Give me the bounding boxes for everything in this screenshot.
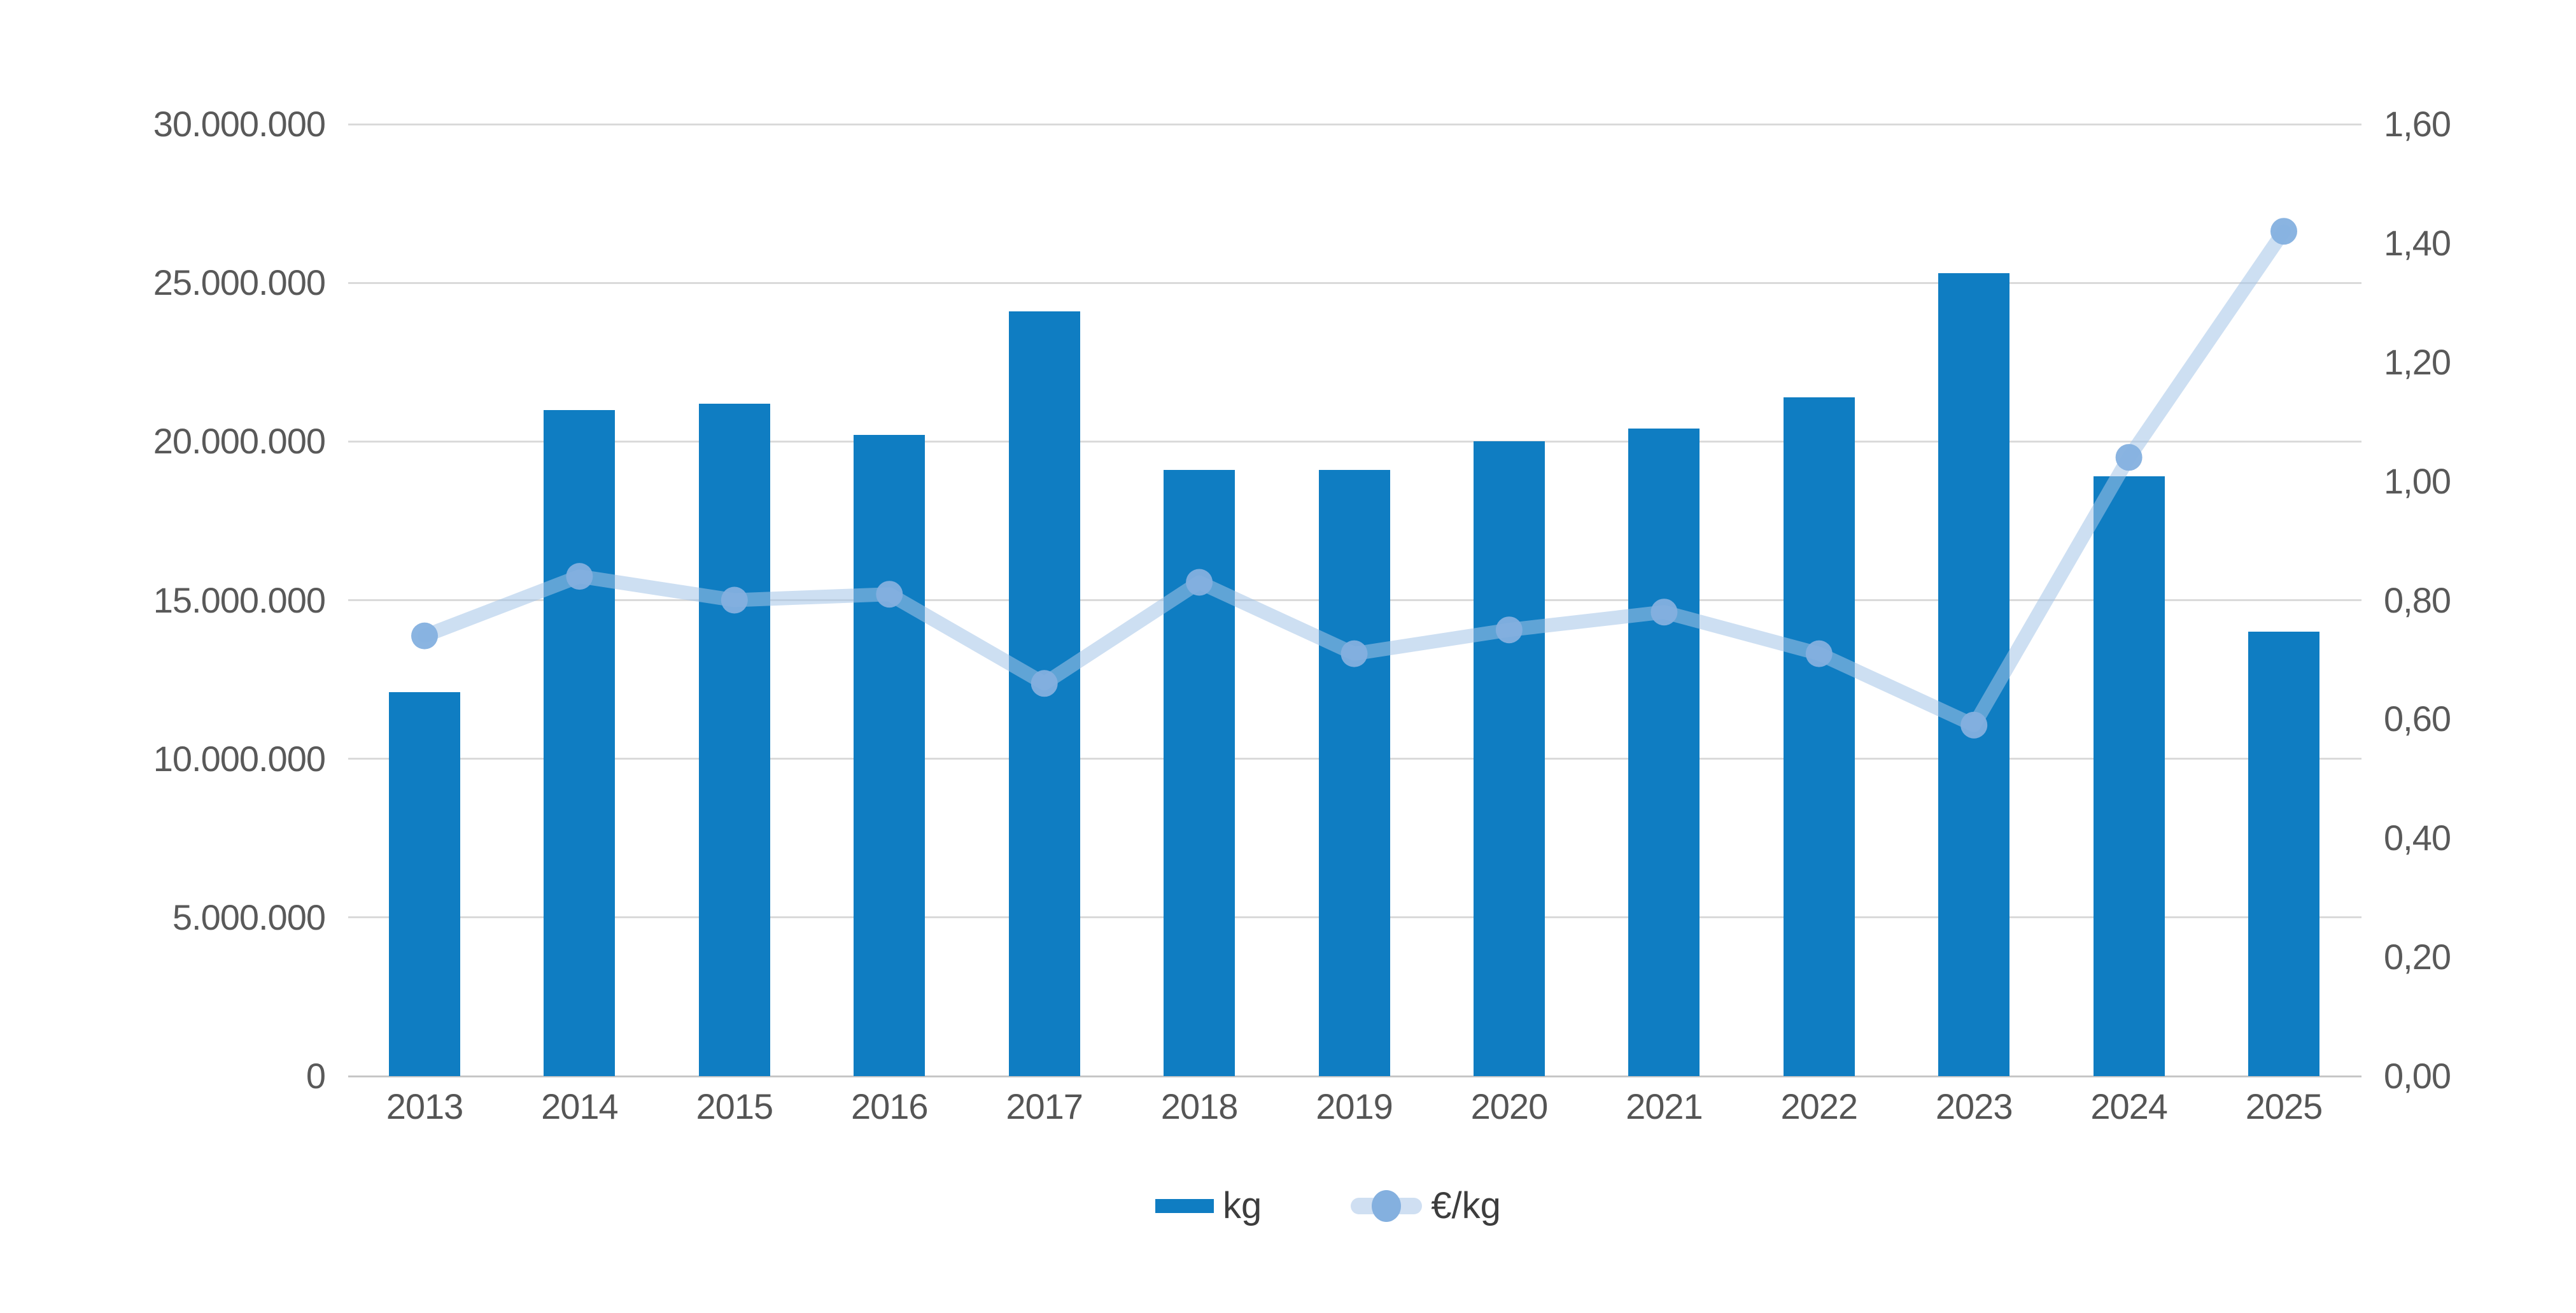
legend: kg €/kg xyxy=(1155,1181,1501,1231)
y-axis-right-tick-0-20: 0,20 xyxy=(2384,937,2451,977)
price-point-2021[interactable] xyxy=(1650,599,1678,626)
x-axis-label-2013: 2013 xyxy=(386,1086,464,1126)
price-point-2025[interactable] xyxy=(2270,218,2297,245)
x-axis-label-2023: 2023 xyxy=(1935,1086,2013,1126)
eur-per-kg-line-swatch-icon xyxy=(1351,1190,1423,1222)
y-axis-left-tick-10000000: 10.000.000 xyxy=(153,738,326,779)
legend-label-eur-per-kg: €/kg xyxy=(1431,1185,1501,1226)
x-axis-label-2022: 2022 xyxy=(1780,1086,1858,1126)
y-axis-right-tick-0-60: 0,60 xyxy=(2384,699,2451,739)
bar-kg-2013[interactable] xyxy=(389,692,460,1076)
gridline xyxy=(348,440,2361,443)
x-axis-baseline xyxy=(348,1075,2361,1077)
x-axis-label-2024: 2024 xyxy=(2090,1086,2168,1126)
y-axis-right-tick-1-00: 1,00 xyxy=(2384,460,2451,501)
bar-kg-2021[interactable] xyxy=(1628,429,1700,1076)
y-axis-left-tick-0: 0 xyxy=(306,1056,326,1096)
legend-label-kg: kg xyxy=(1223,1185,1262,1226)
gridline xyxy=(348,123,2361,125)
y-axis-right-tick-1-40: 1,40 xyxy=(2384,222,2451,263)
price-point-2023[interactable] xyxy=(1960,711,1988,739)
price-point-2024[interactable] xyxy=(2115,444,2143,471)
price-point-2020[interactable] xyxy=(1495,616,1523,644)
price-point-2017[interactable] xyxy=(1031,670,1058,697)
price-point-2018[interactable] xyxy=(1186,569,1213,596)
y-axis-right-tick-0-00: 0,00 xyxy=(2384,1056,2451,1096)
bar-kg-2019[interactable] xyxy=(1318,470,1390,1076)
y-axis-right-tick-0-40: 0,40 xyxy=(2384,818,2451,858)
x-axis-label-2025: 2025 xyxy=(2245,1086,2323,1126)
line-marker-dot-icon xyxy=(1372,1190,1402,1222)
y-axis-left-tick-25000000: 25.000.000 xyxy=(153,262,326,303)
bar-kg-2020[interactable] xyxy=(1473,441,1545,1076)
x-axis-label-2016: 2016 xyxy=(850,1086,929,1126)
y-axis-left-tick-30000000: 30.000.000 xyxy=(153,104,326,144)
y-axis-right-tick-0-80: 0,80 xyxy=(2384,579,2451,620)
bar-kg-2014[interactable] xyxy=(544,409,616,1076)
y-axis-left-tick-20000000: 20.000.000 xyxy=(153,421,326,462)
y-axis-right-tick-1-60: 1,60 xyxy=(2384,104,2451,144)
price-point-2022[interactable] xyxy=(1805,640,1833,667)
price-point-2014[interactable] xyxy=(566,563,593,590)
kg-bar-swatch-icon xyxy=(1155,1199,1214,1213)
bar-kg-2024[interactable] xyxy=(2093,476,2165,1076)
x-axis-label-2015: 2015 xyxy=(696,1086,774,1126)
x-axis-label-2017: 2017 xyxy=(1006,1086,1083,1126)
legend-item-eur-per-kg[interactable]: €/kg xyxy=(1351,1186,1501,1226)
y-axis-left-tick-15000000: 15.000.000 xyxy=(153,579,326,620)
x-axis-label-2014: 2014 xyxy=(541,1086,619,1126)
y-axis-right-tick-1-20: 1,20 xyxy=(2384,341,2451,382)
bar-kg-2015[interactable] xyxy=(698,403,770,1076)
price-point-2019[interactable] xyxy=(1341,640,1368,667)
price-point-2013[interactable] xyxy=(411,622,438,649)
bar-kg-2022[interactable] xyxy=(1783,397,1855,1076)
x-axis-label-2018: 2018 xyxy=(1160,1086,1239,1126)
bar-kg-2025[interactable] xyxy=(2248,632,2320,1076)
x-axis-label-2020: 2020 xyxy=(1470,1086,1549,1126)
x-axis-label-2021: 2021 xyxy=(1626,1086,1703,1126)
bar-kg-2016[interactable] xyxy=(854,435,926,1076)
price-point-2015[interactable] xyxy=(721,586,748,614)
x-axis-label-2019: 2019 xyxy=(1316,1086,1393,1126)
gridline xyxy=(348,281,2361,284)
legend-item-kg[interactable]: kg xyxy=(1155,1186,1262,1226)
price-point-2016[interactable] xyxy=(876,581,903,608)
y-axis-left-tick-5000000: 5.000.000 xyxy=(172,897,326,937)
